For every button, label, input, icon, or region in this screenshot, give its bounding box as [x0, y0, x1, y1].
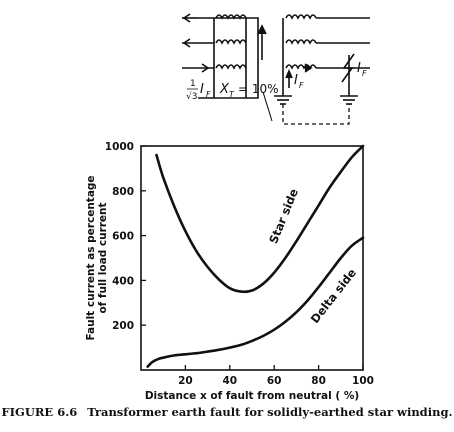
neutral-current-label-I: I — [294, 73, 298, 88]
x-axis-label: Distance x of fault from neutral ( %) — [145, 390, 359, 402]
schematic-labels: 1 √3 I F X T = 10% I F I F — [186, 61, 367, 102]
neutral-current-arrow — [285, 68, 293, 79]
y-axis-label-line-2: of full load current — [97, 202, 109, 313]
neutral-current-label-F: F — [299, 81, 304, 90]
fault-current-chart: 200 400 600 800 1000 20 40 60 80 100 Star side D… — [85, 141, 374, 402]
fault-location-dashed-path — [282, 104, 350, 125]
y-tick-label-800: 800 — [112, 186, 134, 198]
primary-coil-mid — [215, 39, 247, 45]
x-tick-label-100: 100 — [352, 375, 374, 387]
primary-arrow-top — [182, 13, 191, 23]
series-layer — [146, 144, 365, 368]
reactance-label-value: = 10% — [238, 82, 279, 96]
figure-caption: FIGURE 6.6 Transformer earth fault for so… — [0, 405, 454, 419]
x-tick-label-80: 80 — [311, 375, 326, 387]
y-tick-label-1000: 1000 — [105, 141, 134, 153]
y-tick-label-600: 600 — [112, 231, 134, 243]
y-axis-ticks: 200 400 600 800 1000 — [105, 141, 146, 332]
y-tick-label-200: 200 — [112, 320, 134, 332]
x-tick-label-60: 60 — [267, 375, 282, 387]
x-axis-ticks: 20 40 60 80 100 — [178, 365, 374, 387]
fault-current-label-F: F — [362, 69, 367, 78]
x-tick-label-20: 20 — [178, 375, 193, 387]
y-tick-label-400: 400 — [112, 275, 134, 287]
figure-caption-text: Transformer earth fault for solidly-eart… — [87, 405, 453, 419]
fault-current-label-I: I — [357, 61, 361, 76]
current-label-one: 1 — [190, 79, 196, 89]
secondary-coil-top — [285, 14, 317, 20]
transformer-schematic — [182, 13, 370, 125]
series-line-delta-side — [146, 236, 365, 368]
distance-pointer — [262, 91, 273, 122]
current-label-F: F — [206, 90, 211, 99]
delta-current-arrow — [257, 24, 267, 35]
fault-flash — [341, 53, 355, 83]
series-label-star-side: Star side — [266, 186, 301, 245]
primary-coil-bottom — [215, 64, 247, 70]
series-line-star-side — [155, 144, 365, 294]
reactance-label-X: X — [219, 82, 230, 97]
primary-arrow-bottom — [201, 63, 210, 73]
reactance-label-T: T — [229, 90, 235, 99]
y-axis-label-line-1: Fault current as percentage — [85, 175, 97, 340]
primary-arrow-mid — [182, 38, 191, 48]
current-label-I: I — [200, 82, 204, 97]
series-label-delta-side: Delta side — [308, 266, 359, 326]
plot-frame — [140, 145, 364, 371]
secondary-arrow-bottom — [304, 63, 313, 73]
figure-number: FIGURE 6.6 — [1, 405, 78, 419]
x-tick-label-40: 40 — [222, 375, 237, 387]
current-label-sqrt3: √3 — [186, 91, 197, 102]
secondary-coil-mid — [285, 39, 317, 45]
primary-coil-top — [215, 14, 247, 20]
